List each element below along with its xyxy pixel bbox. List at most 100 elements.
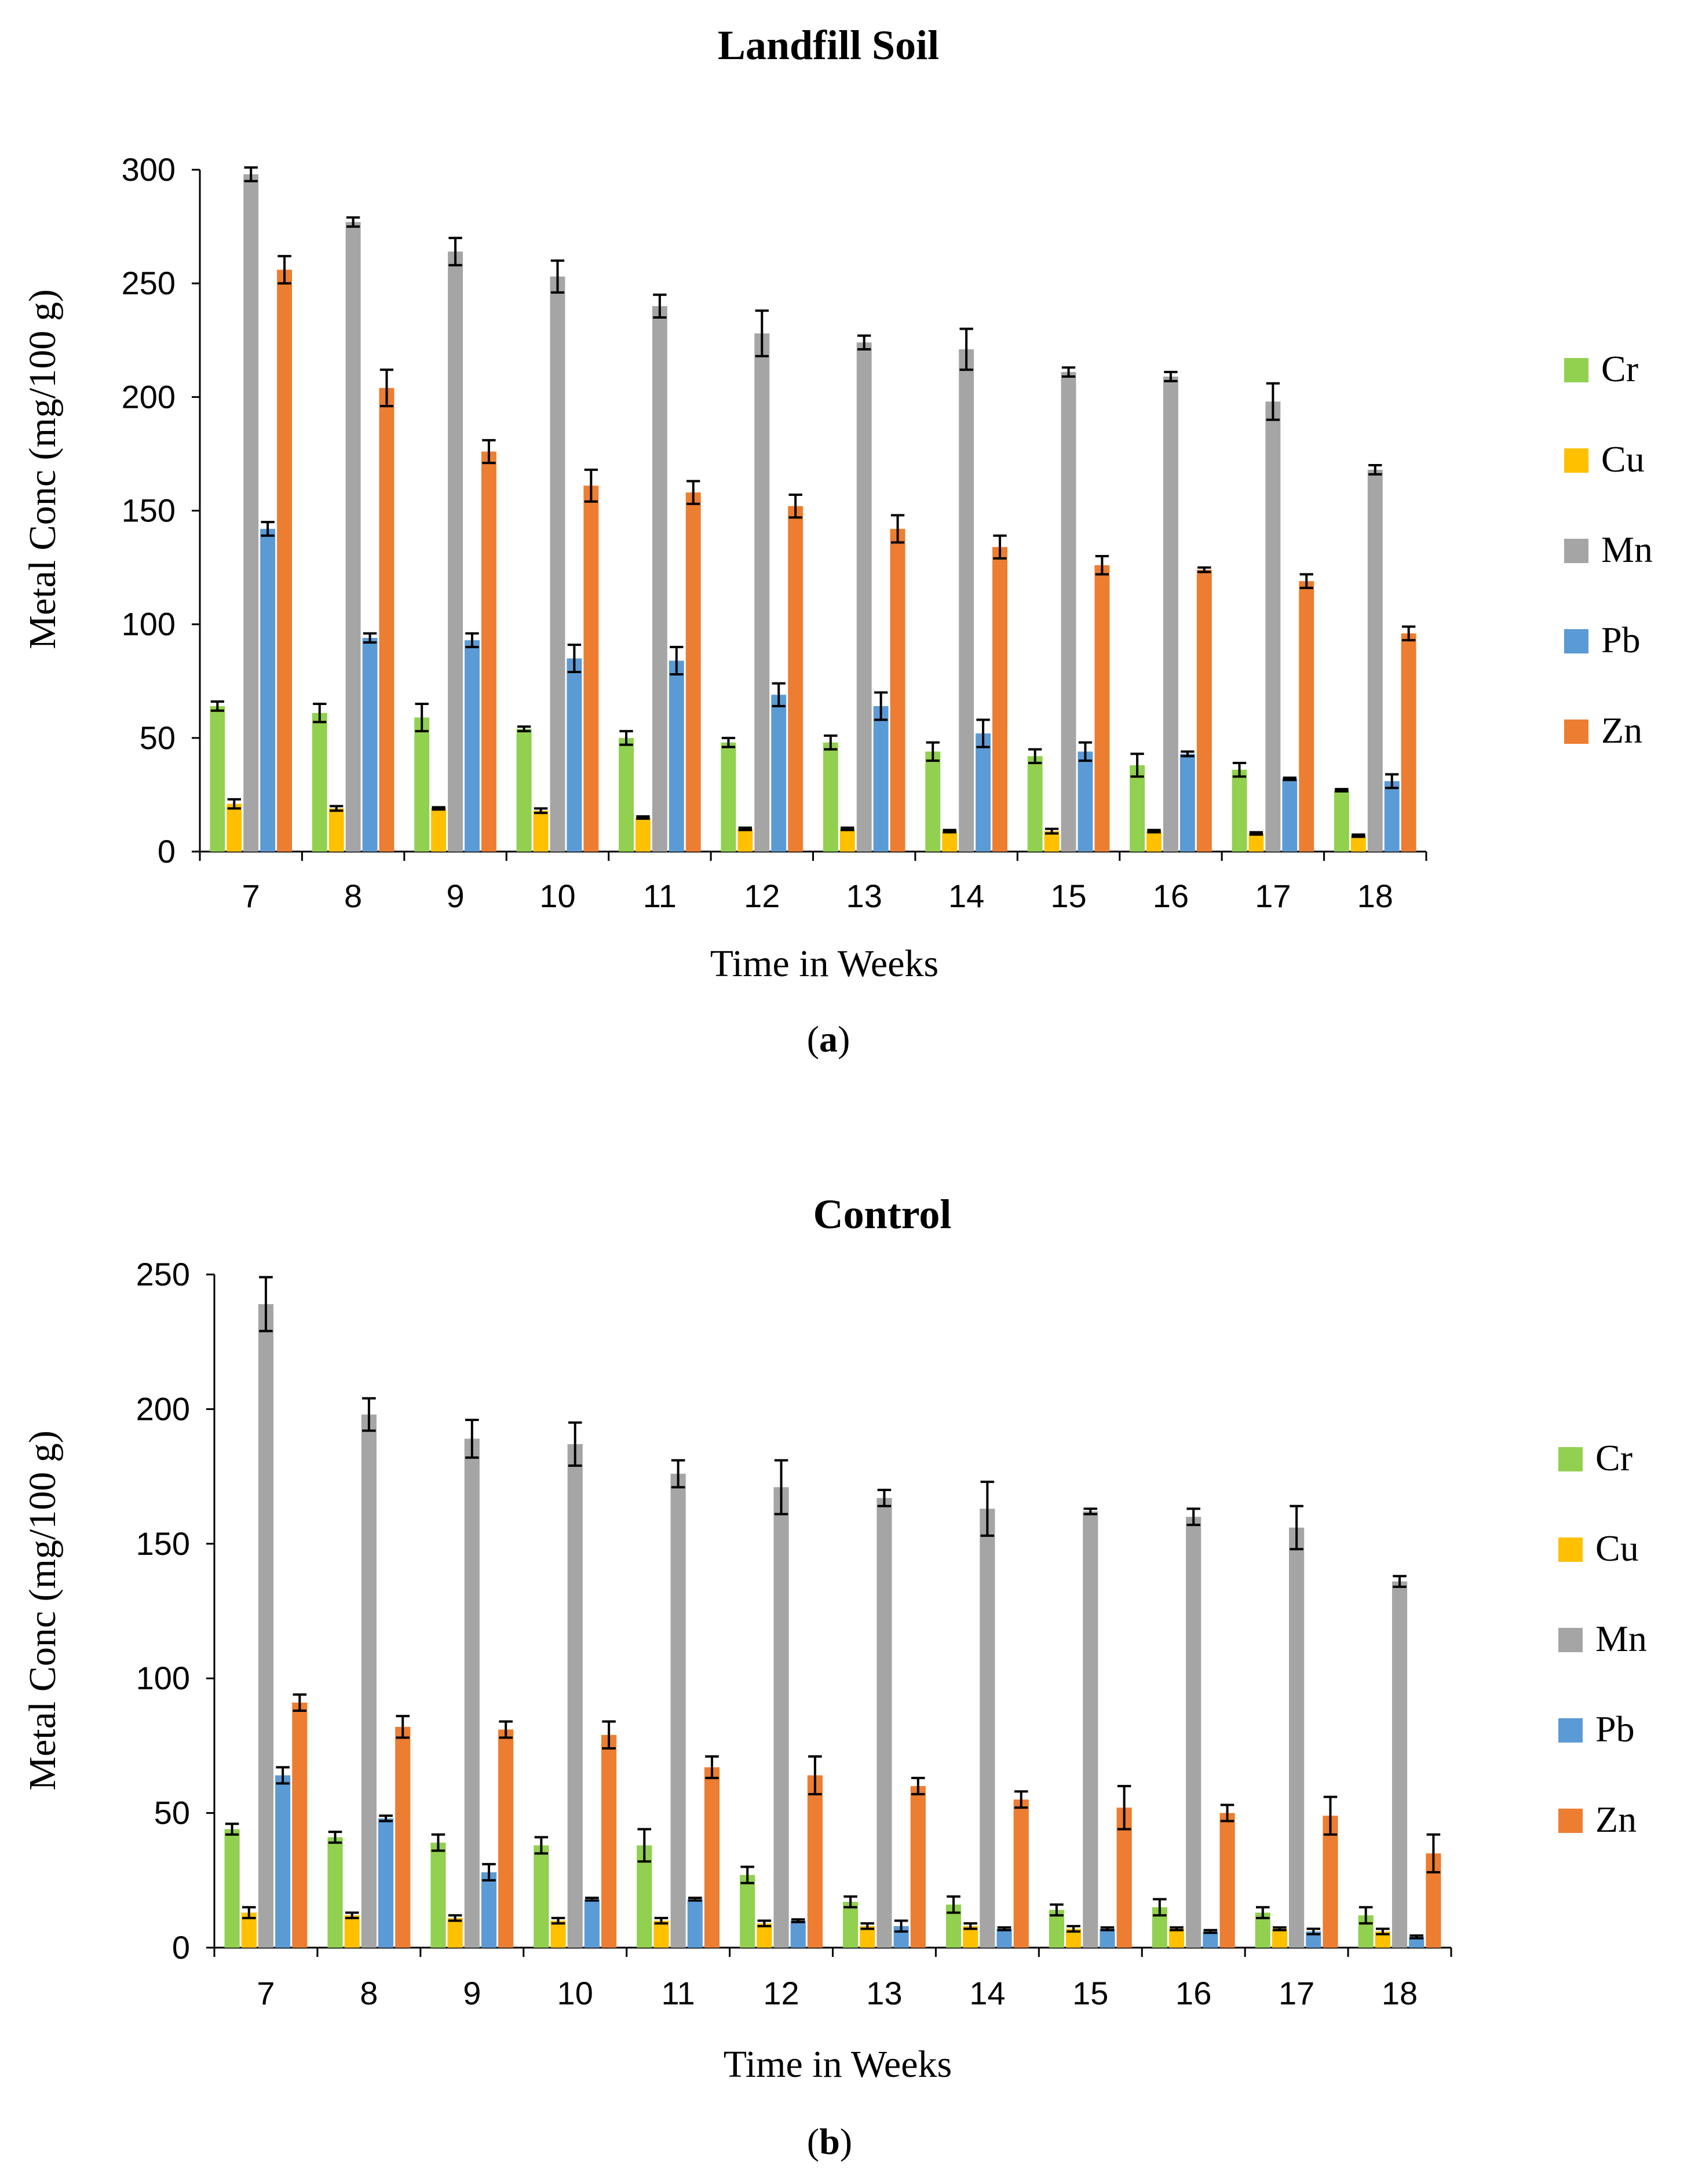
error-bar-cr-week-18 <box>1358 1906 1373 1925</box>
legend-item-pb: Pb <box>1558 1708 1635 1750</box>
legend-swatch <box>1564 539 1588 563</box>
error-bar-cu-week-13 <box>841 826 854 831</box>
bar-mn-week-14 <box>959 349 974 852</box>
error-bar-zn-week-13 <box>911 1777 925 1796</box>
bar-mn-week-16 <box>1163 377 1178 852</box>
error-bar-zn-week-7 <box>293 1693 307 1712</box>
bar-group-week-17 <box>1255 1504 1338 1948</box>
bar-pb-week-14 <box>996 1929 1012 1948</box>
error-bar-mn-week-11 <box>671 1459 685 1489</box>
bar-cu-week-10 <box>550 1920 566 1948</box>
legend-item-mn: Mn <box>1564 529 1653 570</box>
error-bar-cu-week-15 <box>1044 827 1059 835</box>
x-tick-label: 16 <box>1175 1975 1211 2011</box>
bar-pb-week-8 <box>362 638 378 852</box>
bar-zn-week-9 <box>481 451 496 852</box>
y-tick-label: 50 <box>140 720 176 756</box>
bar-cu-week-8 <box>328 808 344 852</box>
x-tick-label: 13 <box>866 1975 902 2011</box>
bar-zn-week-7 <box>277 269 293 852</box>
bar-group-week-9 <box>414 236 496 852</box>
bar-cr-week-7 <box>224 1829 240 1948</box>
bar-cu-week-13 <box>839 828 855 852</box>
y-axis-title: Metal Conc (mg/100 g) <box>21 1430 64 1790</box>
bar-cr-week-10 <box>516 729 532 852</box>
bar-pb-week-16 <box>1203 1931 1218 1948</box>
error-bar-cu-week-9 <box>448 1914 462 1922</box>
error-bar-pb-week-17 <box>1283 776 1296 781</box>
bar-cu-week-11 <box>635 817 651 852</box>
bar-cr-week-9 <box>414 717 430 852</box>
bar-group-week-9 <box>430 1418 514 1948</box>
error-bar-cu-week-16 <box>1170 1926 1184 1931</box>
error-bar-pb-week-11 <box>688 1897 702 1902</box>
bar-group-week-16 <box>1130 371 1212 852</box>
bar-cr-week-18 <box>1334 790 1349 852</box>
y-tick-label: 150 <box>136 1525 190 1562</box>
bar-group-week-7 <box>210 166 293 852</box>
x-tick-label: 16 <box>1153 878 1189 914</box>
bar-mn-week-9 <box>448 251 463 852</box>
legend-swatch <box>1558 1718 1583 1743</box>
bar-pb-week-9 <box>481 1872 497 1948</box>
bar-cu-week-8 <box>344 1915 360 1948</box>
error-bar-cu-week-17 <box>1249 831 1263 836</box>
bar-zn-week-15 <box>1094 565 1110 852</box>
bar-cu-week-9 <box>447 1918 463 1948</box>
error-bar-cu-week-18 <box>1376 1927 1390 1935</box>
error-bar-zn-week-7 <box>277 255 291 285</box>
error-bar-zn-week-14 <box>993 534 1007 560</box>
error-bar-zn-week-17 <box>1323 1795 1338 1836</box>
bar-pb-week-12 <box>790 1920 806 1948</box>
bar-cu-week-11 <box>653 1920 669 1948</box>
error-bar-cr-week-11 <box>637 1828 652 1863</box>
bar-mn-week-14 <box>980 1509 995 1948</box>
x-tick-label: 8 <box>344 878 362 914</box>
legend-label: Mn <box>1601 529 1653 570</box>
legend-item-cr: Cr <box>1558 1437 1632 1478</box>
bar-cr-week-10 <box>534 1845 549 1948</box>
error-bar-cu-week-11 <box>654 1916 669 1925</box>
bar-group-week-8 <box>327 1397 411 1948</box>
error-bar-pb-week-13 <box>874 691 888 721</box>
y-tick-label: 250 <box>136 1256 190 1292</box>
bar-pb-week-18 <box>1409 1937 1425 1948</box>
x-tick-label: 10 <box>539 878 575 914</box>
bar-pb-week-14 <box>976 733 991 852</box>
legend-swatch <box>1564 720 1588 744</box>
bar-zn-week-8 <box>379 388 395 852</box>
bar-zn-week-17 <box>1299 581 1314 852</box>
error-bar-zn-week-8 <box>396 1715 410 1739</box>
bar-cr-week-11 <box>619 737 634 852</box>
legend-swatch <box>1564 629 1588 653</box>
bar-group-week-10 <box>534 1421 617 1948</box>
bar-mn-week-13 <box>856 342 872 852</box>
legend-label: Cr <box>1601 348 1638 389</box>
error-bar-pb-week-18 <box>1385 773 1399 790</box>
bar-mn-week-12 <box>754 333 770 852</box>
legend-swatch <box>1558 1537 1583 1562</box>
bar-zn-week-15 <box>1116 1807 1132 1948</box>
legend-item-zn: Zn <box>1558 1799 1637 1840</box>
bar-pb-week-13 <box>873 706 889 852</box>
error-bar-cr-week-17 <box>1255 1906 1270 1919</box>
error-bar-cu-week-8 <box>345 1911 359 1919</box>
error-bar-cr-week-8 <box>328 1831 342 1844</box>
bar-pb-week-7 <box>275 1775 291 1948</box>
error-bar-zn-week-9 <box>482 439 496 465</box>
bar-group-week-11 <box>637 1459 720 1948</box>
plot-area: 0 50 100 150 200 250 300 7 8 9 10 11 12 13 14 15 16 17 18 <box>122 151 1427 914</box>
error-bar-zn-week-11 <box>686 480 700 505</box>
bar-zn-week-16 <box>1219 1813 1235 1948</box>
error-bar-zn-week-18 <box>1426 1833 1441 1873</box>
bar-cu-week-12 <box>757 1923 772 1948</box>
error-bar-cr-week-9 <box>415 702 429 733</box>
bar-mn-week-11 <box>652 306 667 852</box>
error-bar-pb-week-14 <box>976 718 990 748</box>
error-bar-pb-week-14 <box>997 1926 1011 1931</box>
error-bar-zn-week-12 <box>808 1755 822 1796</box>
bar-group-week-14 <box>925 327 1007 852</box>
error-bar-pb-week-7 <box>261 521 275 537</box>
bar-cu-week-17 <box>1272 1929 1288 1948</box>
